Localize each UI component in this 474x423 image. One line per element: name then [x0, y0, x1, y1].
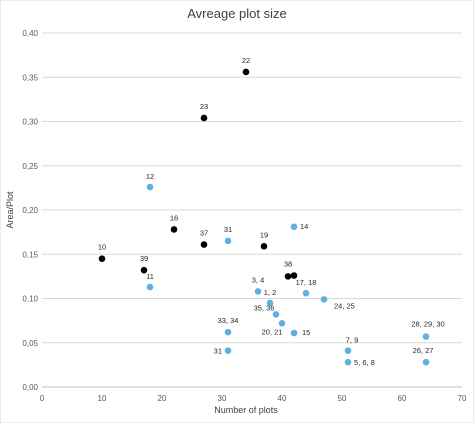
point-label: 35, 36 — [254, 303, 275, 312]
data-point-blue — [266, 299, 274, 307]
point-label: 19 — [260, 230, 268, 239]
tick-labels: 0,000,050,100,150,200,250,300,350,400 10 2… — [22, 29, 467, 403]
x-tick-label: 50 — [338, 394, 347, 403]
y-tick-label: 0,30 — [22, 118, 38, 127]
data-point-black — [242, 68, 250, 76]
x-tick-label: 10 — [98, 394, 107, 403]
y-tick-label: 0,15 — [22, 250, 38, 259]
data-point-black — [200, 114, 208, 122]
point-label: 28, 29, 30 — [411, 320, 444, 329]
data-point-black — [284, 273, 292, 280]
x-tick-label: 60 — [398, 394, 407, 403]
point-label: 24, 25 — [334, 301, 355, 310]
point-label: 38 — [284, 259, 292, 268]
y-tick-label: 0,20 — [22, 206, 38, 215]
data-points — [98, 68, 430, 366]
point-label: 22 — [242, 56, 250, 65]
data-point-black — [98, 255, 106, 262]
point-label: 5, 6, 8 — [354, 358, 375, 367]
point-label: 11 — [146, 272, 154, 281]
x-tick-label: 70 — [458, 394, 467, 403]
data-point-black — [200, 241, 208, 248]
data-point-blue — [224, 328, 232, 336]
x-tick-label: 40 — [278, 394, 287, 403]
point-labels: 22 23 16 37 10 19 39 38 12 14 31 11 3, 4 1, 2 17, 18 24… — [98, 56, 445, 367]
data-point-blue — [290, 329, 298, 337]
data-point-blue — [278, 319, 286, 327]
y-tick-label: 0,35 — [22, 73, 38, 82]
point-label: 31 — [214, 347, 222, 356]
y-axis-title: Area/Plot — [5, 191, 15, 229]
data-point-blue — [146, 283, 154, 291]
data-point-blue — [344, 358, 352, 366]
point-label: 33, 34 — [218, 316, 239, 325]
x-tick-label: 30 — [218, 394, 227, 403]
data-point-black — [140, 266, 148, 274]
point-label: 10 — [98, 243, 106, 252]
data-point-black — [290, 272, 298, 279]
data-point-blue — [224, 347, 232, 355]
y-tick-label: 0,00 — [22, 383, 38, 392]
data-point-blue — [254, 288, 262, 295]
point-label: 17, 18 — [296, 278, 317, 287]
data-point-blue — [272, 311, 280, 318]
x-tick-label: 20 — [158, 394, 167, 403]
point-label: 3, 4 — [252, 275, 265, 284]
point-label: 26, 27 — [413, 346, 434, 355]
point-label: 7, 9 — [346, 336, 359, 345]
y-tick-label: 0,10 — [22, 295, 38, 304]
y-tick-label: 0,40 — [22, 29, 38, 38]
data-point-black — [260, 242, 268, 250]
data-point-blue — [344, 347, 352, 355]
point-label: 16 — [170, 213, 178, 222]
data-point-blue — [146, 183, 154, 191]
data-point-blue — [290, 223, 298, 231]
point-label: 1, 2 — [264, 288, 277, 297]
data-point-black — [170, 226, 178, 233]
gridlines — [42, 32, 462, 388]
x-axis-title: Number of plots — [214, 405, 278, 415]
chart-title: Avreage plot size — [187, 6, 287, 21]
data-point-blue — [422, 358, 430, 366]
data-point-blue — [320, 296, 328, 303]
point-label: 39 — [140, 254, 148, 263]
point-label: 14 — [300, 222, 308, 231]
point-label: 12 — [146, 172, 154, 181]
data-point-blue — [422, 333, 430, 340]
point-label: 23 — [200, 102, 208, 111]
data-point-blue — [302, 289, 310, 297]
point-label: 37 — [200, 229, 208, 238]
y-tick-label: 0,05 — [22, 339, 38, 348]
point-label: 20, 21 — [262, 327, 283, 336]
x-tick-label: 0 — [40, 394, 45, 403]
point-label: 15 — [302, 328, 310, 337]
data-point-blue — [224, 237, 232, 245]
point-label: 31 — [224, 225, 232, 234]
y-tick-label: 0,25 — [22, 162, 38, 171]
